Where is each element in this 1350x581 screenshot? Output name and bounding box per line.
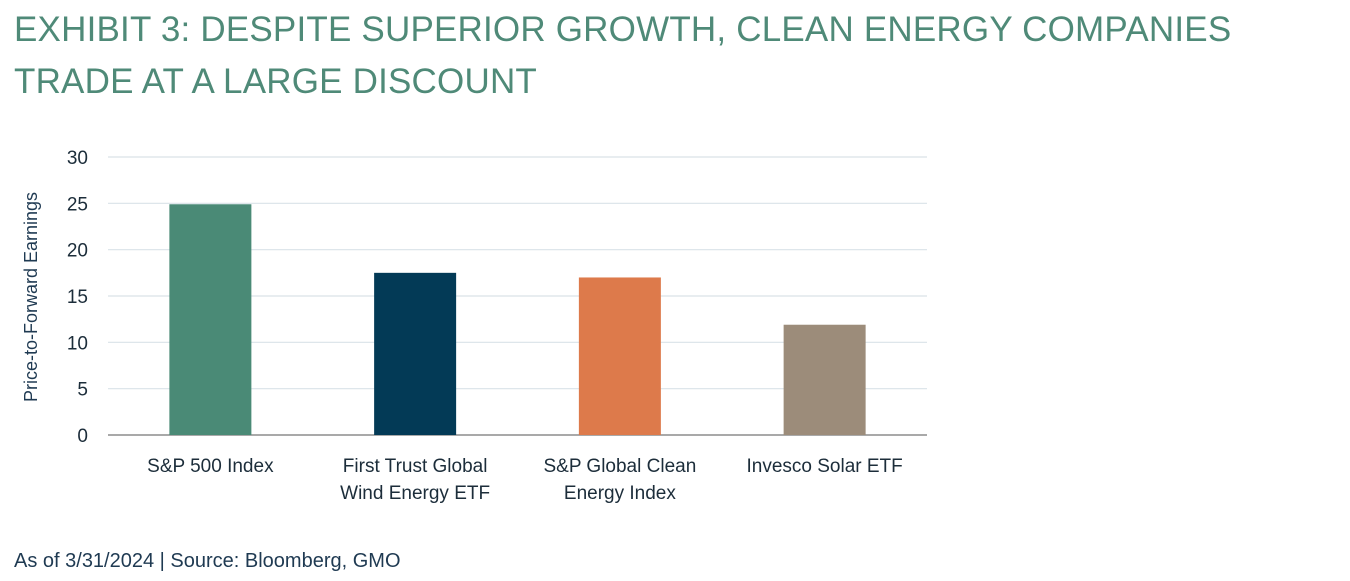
y-tick-label: 20 <box>67 241 88 262</box>
x-category-label: First Trust Global Wind Energy ETF <box>340 456 490 504</box>
x-category-label-line: Energy Index <box>564 483 676 504</box>
bar <box>374 272 457 435</box>
y-tick-label: 25 <box>67 194 88 215</box>
x-category-label: Invesco Solar ETF <box>746 456 902 477</box>
x-category-label-line: First Trust Global <box>343 456 488 477</box>
y-tick-label: 10 <box>67 333 88 354</box>
source-note: As of 3/31/2024 | Source: Bloomberg, GMO <box>14 550 401 572</box>
y-tick-label: 15 <box>67 287 88 308</box>
x-category-label-line: S&P 500 Index <box>147 456 274 477</box>
bar <box>169 204 252 435</box>
y-tick-label: 30 <box>67 148 88 169</box>
bars <box>169 204 866 435</box>
x-category-label-line: Wind Energy ETF <box>340 483 490 504</box>
x-category-label: S&P Global Clean Energy Index <box>543 456 696 504</box>
y-tick-label: 0 <box>77 426 88 447</box>
chart-title: EXHIBIT 3: DESPITE SUPERIOR GROWTH, CLEA… <box>14 10 1232 101</box>
category-labels: S&P 500 Index First Trust Global Wind Ener… <box>147 456 903 504</box>
y-axis-label: Price-to-Forward Earnings <box>21 192 41 402</box>
bar <box>783 324 866 435</box>
y-tick-label: 5 <box>77 380 88 401</box>
x-category-label-line: Invesco Solar ETF <box>746 456 902 477</box>
x-category-label-line: S&P Global Clean <box>543 456 696 477</box>
x-category-label: S&P 500 Index <box>147 456 274 477</box>
y-tick-labels: 0 5 10 15 20 25 30 <box>67 148 88 447</box>
bar <box>578 277 661 435</box>
